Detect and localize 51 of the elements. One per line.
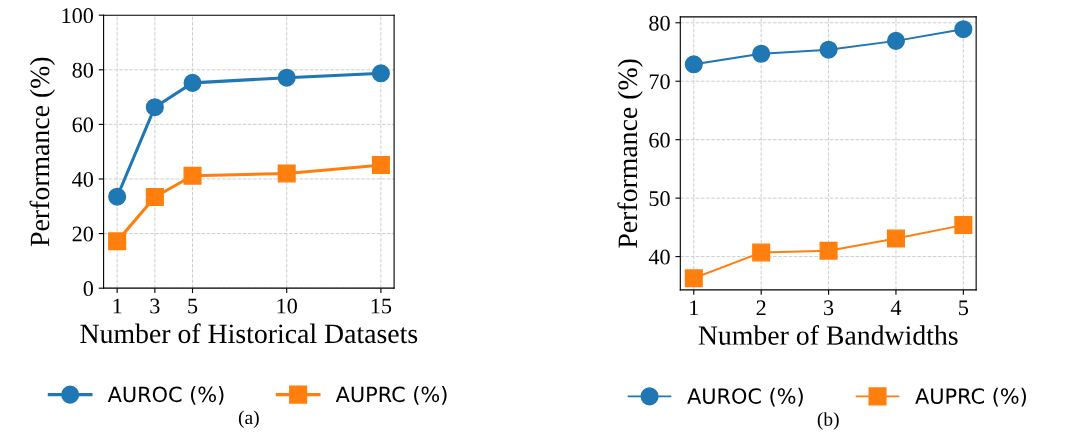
x-tick-label: 15 <box>371 298 392 314</box>
point <box>371 64 390 83</box>
x-tick-label: 4 <box>890 300 902 316</box>
point <box>684 269 703 288</box>
x-tick-label: 3 <box>824 300 834 316</box>
y-axis-title: Performance (%) <box>29 57 55 247</box>
point <box>277 68 296 87</box>
point <box>752 44 771 63</box>
y-tick-label: 80 <box>72 62 94 78</box>
x-tick-label: 1 <box>113 298 122 314</box>
legend-label: AUROC (%) <box>107 386 224 405</box>
point <box>145 98 164 117</box>
x-tick-label: 2 <box>756 300 766 316</box>
point <box>108 187 127 206</box>
point <box>277 164 296 183</box>
y-tick-label: 60 <box>72 117 94 133</box>
point <box>819 40 838 59</box>
x-tick-label: 3 <box>150 298 160 314</box>
y-tick-label: 70 <box>649 74 670 90</box>
x-axis-title: Number of Historical Datasets <box>80 323 418 344</box>
x-tick-label: 1 <box>690 300 699 316</box>
point <box>954 20 973 39</box>
y-tick-label: 40 <box>72 171 94 187</box>
point <box>371 156 390 175</box>
y-tick-label: 0 <box>83 281 94 297</box>
legend-label: AUPRC (%) <box>915 387 1026 407</box>
point <box>819 241 838 260</box>
point <box>886 229 905 248</box>
y-tick-label: 50 <box>649 191 670 207</box>
point <box>183 73 202 92</box>
text: (a) <box>238 410 259 429</box>
y-tick-label: 100 <box>62 8 94 24</box>
point <box>684 55 703 74</box>
legend-label: AUROC (%) <box>687 387 803 407</box>
text: (b) <box>817 412 839 430</box>
y-tick-label: 80 <box>649 15 670 31</box>
point <box>954 215 973 235</box>
legend-label: AUPRC (%) <box>335 386 447 405</box>
x-tick-label: 5 <box>188 298 198 314</box>
x-tick-label: 5 <box>959 300 969 316</box>
y-tick-label: 60 <box>649 132 670 148</box>
x-axis-title: Number of Bandwidths <box>698 325 958 345</box>
point <box>183 166 202 185</box>
point <box>752 243 771 262</box>
y-tick-label: 20 <box>72 226 94 242</box>
y-axis-title: Performance (%) <box>617 59 643 248</box>
y-tick-label: 40 <box>648 249 670 265</box>
point <box>108 232 127 251</box>
x-tick-label: 10 <box>277 298 297 314</box>
point <box>886 31 905 50</box>
point <box>145 187 164 207</box>
